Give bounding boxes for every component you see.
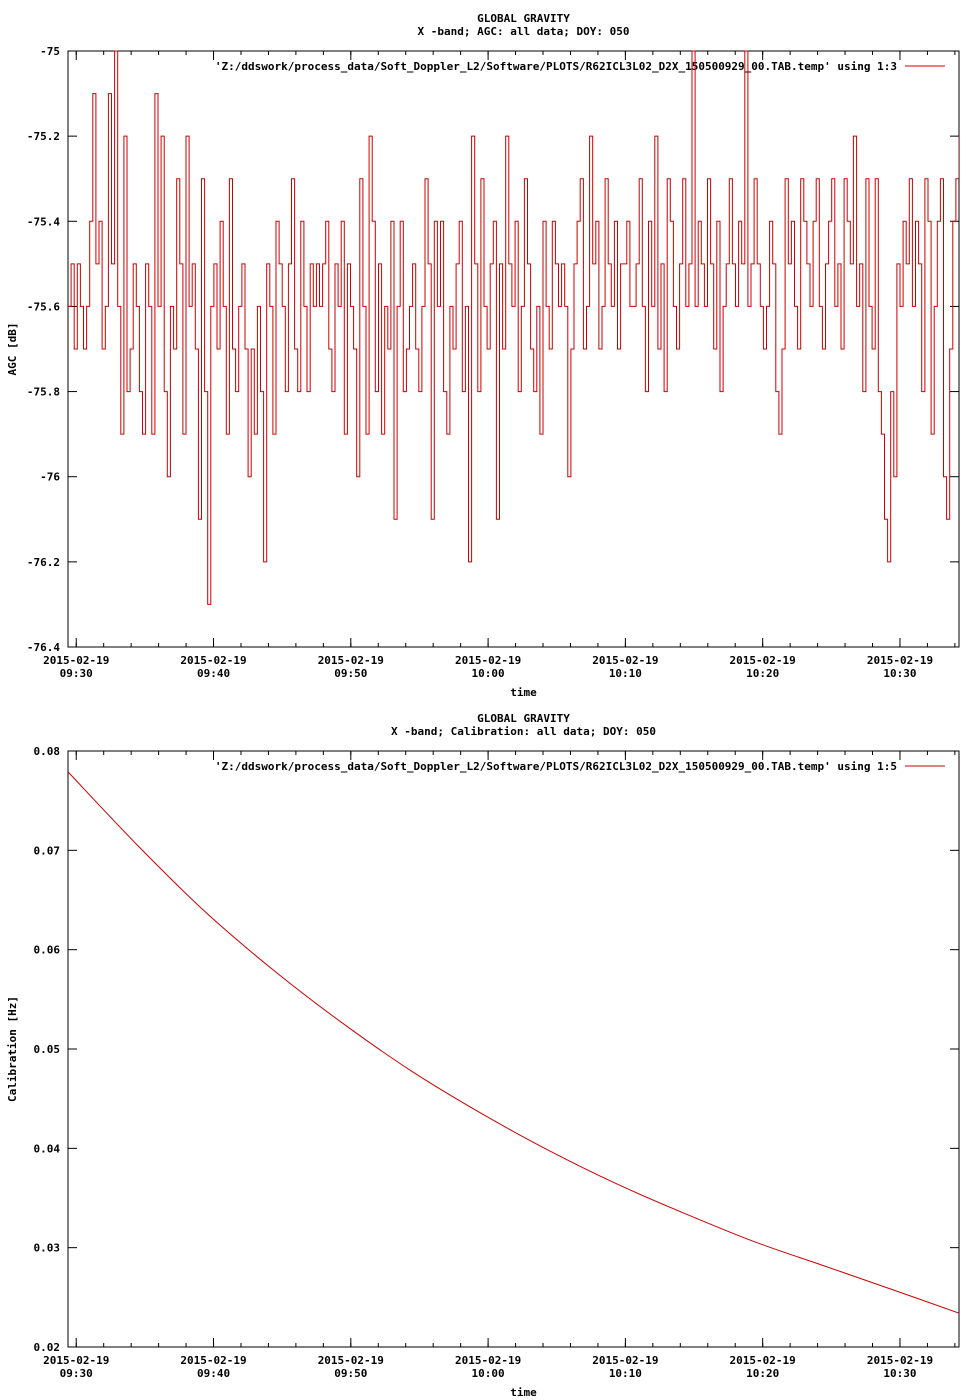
x-tick-label-date: 2015-02-19 [867,1354,933,1367]
x-tick-label-date: 2015-02-19 [318,654,384,667]
y-tick-label: 0.03 [34,1242,61,1255]
x-tick-label-date: 2015-02-19 [180,1354,246,1367]
y-tick-label: -75.8 [27,386,60,399]
y-axis-label: AGC [dB] [6,323,19,376]
x-tick-label-date: 2015-02-19 [318,1354,384,1367]
x-tick-label-date: 2015-02-19 [592,1354,658,1367]
x-tick-label-time: 10:30 [883,667,916,680]
y-tick-label: -75 [40,45,60,58]
x-tick-label-date: 2015-02-19 [730,1354,796,1367]
y-tick-label: 0.04 [34,1142,61,1155]
y-tick-label: 0.06 [34,944,61,957]
chart-title: GLOBAL GRAVITY [477,12,570,25]
series-line [68,50,959,605]
y-tick-label: -76 [40,471,60,484]
y-tick-label: -75.6 [27,300,60,313]
chart-subtitle: X -band; Calibration: all data; DOY: 050 [391,725,656,738]
x-tick-label-time: 10:10 [609,667,642,680]
y-tick-label: 0.05 [34,1043,61,1056]
y-axis-label: Calibration [Hz] [6,996,19,1102]
x-tick-label-date: 2015-02-19 [592,654,658,667]
x-tick-label-time: 09:30 [60,667,93,680]
x-tick-label-time: 10:20 [746,667,779,680]
x-tick-label-date: 2015-02-19 [455,654,521,667]
x-tick-label-date: 2015-02-19 [180,654,246,667]
x-tick-label-time: 10:00 [472,1367,505,1380]
y-tick-label: -76.4 [27,641,60,654]
x-tick-label-date: 2015-02-19 [43,1354,109,1367]
x-axis-label: time [510,686,537,699]
x-tick-label-date: 2015-02-19 [730,654,796,667]
y-tick-label: 0.07 [34,844,61,857]
plot-frame [67,750,960,1348]
x-tick-label-time: 10:30 [883,1367,916,1380]
x-tick-label-date: 2015-02-19 [455,1354,521,1367]
x-tick-label-time: 10:00 [472,667,505,680]
chart-title: GLOBAL GRAVITY [477,712,570,725]
y-tick-label: -75.2 [27,130,60,143]
y-tick-label: -76.2 [27,556,60,569]
x-tick-label-time: 09:40 [197,667,230,680]
plot-frame [67,50,960,648]
y-tick-label: -75.4 [27,215,60,228]
legend-label: 'Z:/ddswork/process_data/Soft_Doppler_L2… [215,60,897,73]
x-tick-label-time: 09:30 [60,1367,93,1380]
chart-subtitle: X -band; AGC: all data; DOY: 050 [418,25,630,38]
y-tick-label: 0.08 [34,745,61,758]
x-axis-label: time [510,1386,537,1399]
x-tick-label-time: 09:40 [197,1367,230,1380]
legend-label: 'Z:/ddswork/process_data/Soft_Doppler_L2… [215,760,897,773]
x-tick-label-date: 2015-02-19 [43,654,109,667]
y-tick-label: 0.02 [34,1341,61,1354]
x-tick-label-time: 10:20 [746,1367,779,1380]
series-line [68,771,959,1314]
x-tick-label-time: 10:10 [609,1367,642,1380]
x-tick-label-date: 2015-02-19 [867,654,933,667]
x-tick-label-time: 09:50 [334,667,367,680]
x-tick-label-time: 09:50 [334,1367,367,1380]
